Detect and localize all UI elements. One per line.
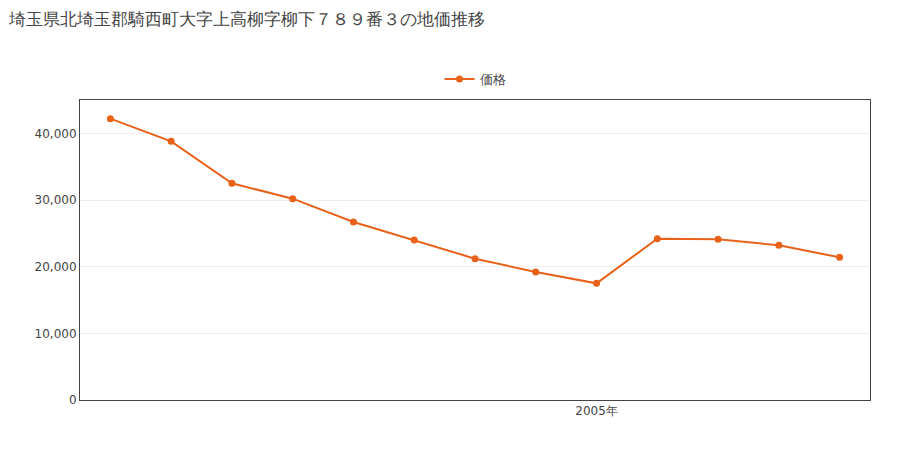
svg-text:0: 0	[69, 393, 77, 407]
svg-text:2005年: 2005年	[575, 404, 618, 418]
svg-text:20,000: 20,000	[35, 260, 77, 274]
svg-text:10,000: 10,000	[35, 327, 77, 341]
svg-text:価格: 価格	[480, 72, 506, 87]
svg-text:30,000: 30,000	[35, 193, 77, 207]
svg-text:40,000: 40,000	[35, 127, 77, 141]
svg-text:埼玉県北埼玉郡騎西町大字上高柳字柳下７８９番３の地価推移: 埼玉県北埼玉郡騎西町大字上高柳字柳下７８９番３の地価推移	[8, 9, 485, 29]
